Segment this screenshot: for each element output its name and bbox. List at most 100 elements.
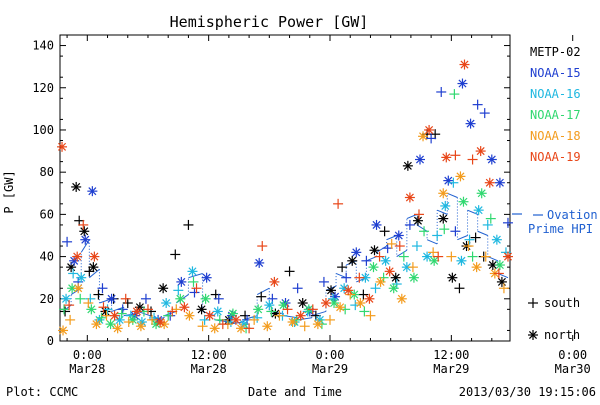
data-point-noaa-16-south bbox=[149, 312, 160, 323]
data-point-noaa-15-north bbox=[176, 276, 187, 287]
y-tick-label: 100 bbox=[32, 123, 54, 137]
data-point-noaa-17-south bbox=[75, 293, 86, 304]
data-point-metp-02-north bbox=[347, 255, 358, 266]
series-metp-02 bbox=[60, 129, 507, 325]
data-point-noaa-15-south bbox=[436, 86, 447, 97]
ovation-segment bbox=[487, 256, 499, 262]
data-point-metp-02-north bbox=[79, 226, 90, 237]
data-point-noaa-18-north bbox=[375, 276, 386, 287]
data-point-noaa-18-south bbox=[325, 314, 335, 325]
data-point-noaa-18-north bbox=[471, 262, 482, 273]
x-tick-date-label: Mar30 bbox=[555, 362, 591, 376]
y-tick-label: 40 bbox=[40, 250, 54, 264]
data-point-noaa-17-south bbox=[449, 89, 460, 100]
data-point-noaa-15-south bbox=[117, 304, 128, 315]
data-point-noaa-16-north bbox=[187, 266, 198, 277]
data-point-metp-02-south bbox=[379, 226, 390, 237]
plot-frame bbox=[59, 34, 511, 342]
data-point-noaa-15-south bbox=[140, 293, 151, 304]
data-point-metp-02-south bbox=[454, 283, 465, 294]
data-point-noaa-15-south bbox=[450, 226, 461, 237]
data-point-noaa-18-south bbox=[463, 241, 474, 252]
data-point-noaa-18-south bbox=[147, 314, 158, 325]
data-point-noaa-19-north bbox=[89, 251, 100, 262]
data-point-metp-02-south bbox=[74, 215, 85, 226]
data-point-noaa-16-north bbox=[76, 272, 87, 283]
data-point-metp-02-north bbox=[390, 272, 401, 283]
data-point-noaa-17-north bbox=[278, 300, 289, 311]
data-point-noaa-19-south bbox=[450, 150, 461, 161]
data-point-noaa-16-south bbox=[125, 310, 136, 321]
data-point-noaa-15-north bbox=[80, 234, 91, 245]
ovation-segment bbox=[345, 260, 357, 266]
data-point-noaa-18-north bbox=[58, 325, 69, 336]
data-point-noaa-15-north bbox=[465, 118, 476, 129]
data-point-noaa-17-north bbox=[86, 304, 97, 315]
legend-entry-noaa-15: NOAA-15 bbox=[530, 66, 581, 80]
data-point-noaa-18-south bbox=[365, 310, 376, 321]
plot-area: 0204060801001201400:00Mar2812:00Mar280:0… bbox=[32, 34, 591, 376]
data-point-noaa-18-south bbox=[65, 314, 76, 325]
data-point-noaa-17-south bbox=[291, 314, 302, 325]
ovation-segment bbox=[335, 273, 347, 279]
data-point-noaa-16-north bbox=[264, 300, 275, 311]
y-tick-label: 20 bbox=[40, 292, 54, 306]
x-tick-time-label: 12:00 bbox=[433, 348, 469, 362]
x-axis-label: Date and Time bbox=[248, 385, 342, 399]
data-point-noaa-19-north bbox=[57, 141, 68, 152]
data-point-noaa-19-north bbox=[109, 310, 120, 321]
data-point-noaa-16-south bbox=[482, 219, 493, 230]
ovation-segment bbox=[111, 306, 124, 312]
data-point-metp-02-north bbox=[326, 285, 337, 296]
ovation-segment bbox=[89, 268, 100, 279]
data-point-noaa-16-south bbox=[432, 230, 443, 241]
x-tick-time-label: 0:00 bbox=[558, 348, 587, 362]
data-point-metp-02-north bbox=[88, 262, 99, 273]
data-point-noaa-18-south bbox=[171, 304, 182, 315]
ovation-segment bbox=[416, 224, 428, 232]
y-tick-label: 0 bbox=[47, 334, 54, 348]
data-point-noaa-19-north bbox=[131, 306, 142, 317]
ovation-segment bbox=[311, 310, 327, 317]
data-point-noaa-17-north bbox=[429, 255, 440, 266]
data-point-noaa-19-south bbox=[142, 304, 153, 315]
data-point-noaa-17-north bbox=[408, 272, 419, 283]
data-point-noaa-18-south bbox=[428, 247, 439, 258]
legend-ovation-label: Ovation bbox=[547, 208, 598, 222]
series-noaa-19 bbox=[57, 59, 513, 334]
data-point-noaa-19-north bbox=[343, 285, 354, 296]
data-point-noaa-18-south bbox=[123, 317, 134, 328]
data-point-noaa-19-north bbox=[484, 177, 495, 188]
ovation-segment bbox=[256, 287, 270, 296]
data-point-metp-02-north bbox=[402, 160, 413, 171]
data-point-noaa-18-north bbox=[455, 171, 466, 182]
data-point-noaa-15-south bbox=[382, 243, 393, 254]
data-point-noaa-15-south bbox=[292, 283, 303, 294]
data-point-metp-02-north bbox=[158, 283, 169, 294]
data-point-noaa-19-south bbox=[167, 306, 178, 317]
data-point-noaa-17-north bbox=[67, 283, 78, 294]
x-tick-date-label: Mar28 bbox=[191, 362, 227, 376]
data-point-noaa-16-north bbox=[380, 255, 391, 266]
data-point-noaa-18-north bbox=[418, 131, 429, 142]
data-point-noaa-17-south bbox=[266, 306, 277, 317]
legend-marker-label-north: north bbox=[544, 328, 580, 342]
data-point-noaa-19-north bbox=[295, 310, 306, 321]
data-point-noaa-19-south bbox=[244, 323, 255, 334]
data-point-noaa-18-north bbox=[355, 298, 366, 309]
ovation-segment bbox=[376, 245, 387, 253]
y-tick-label: 60 bbox=[40, 207, 54, 221]
data-point-noaa-19-south bbox=[257, 241, 268, 252]
data-point-noaa-19-north bbox=[204, 310, 215, 321]
data-point-metp-02-south bbox=[310, 310, 321, 321]
data-point-noaa-17-north bbox=[388, 283, 399, 294]
data-point-noaa-18-south bbox=[386, 238, 397, 249]
data-point-noaa-18-north bbox=[287, 317, 298, 328]
data-point-noaa-19-south bbox=[354, 272, 365, 283]
series-noaa-16 bbox=[61, 177, 511, 330]
data-point-noaa-17-south bbox=[116, 308, 127, 319]
data-point-noaa-16-south bbox=[68, 268, 79, 279]
data-point-noaa-15-south bbox=[502, 217, 513, 228]
data-point-noaa-19-north bbox=[364, 293, 375, 304]
legend-entry-noaa-16: NOAA-16 bbox=[530, 87, 581, 101]
